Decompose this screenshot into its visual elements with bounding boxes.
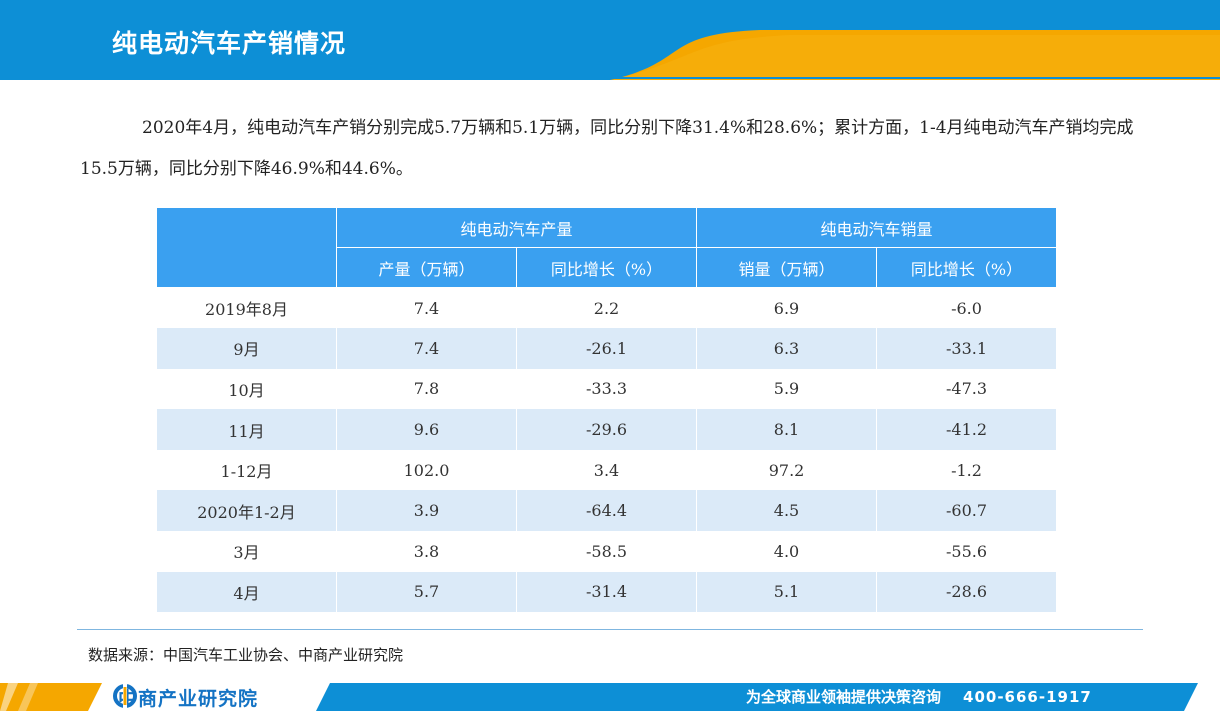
corner-header-cell (156, 207, 337, 288)
col-header-production: 产量（万辆） (336, 247, 517, 288)
intro-paragraph: 2020年4月，纯电动汽车产销分别完成5.7万辆和5.1万辆，同比分别下降31.… (80, 118, 1134, 179)
page-header: 纯电动汽车产销情况 (0, 0, 1220, 80)
production-yoy-cell: 3.4 (515, 449, 698, 491)
production-yoy-cell: -31.4 (515, 571, 698, 613)
header-banner-shape (0, 0, 1220, 80)
contact-phone: 400-666-1917 (963, 688, 1092, 706)
period-cell: 10月 (156, 368, 337, 410)
sales-cell: 5.1 (696, 571, 878, 613)
production-yoy-cell: -58.5 (515, 531, 698, 572)
sales-yoy-cell: -47.3 (876, 368, 1058, 410)
sales-cell: 4.5 (696, 490, 878, 532)
period-cell: 1-12月 (156, 449, 337, 491)
period-cell: 4月 (156, 571, 337, 613)
production-cell: 9.6 (336, 409, 517, 450)
table-row: 9月 7.4 -26.1 6.3 -33.1 (156, 328, 1058, 369)
sales-cell: 4.0 (696, 531, 878, 572)
logo-text: 中商产业研究院 (118, 687, 259, 710)
production-yoy-cell: -33.3 (515, 368, 698, 410)
table-row: 1-12月 102.0 3.4 97.2 -1.2 (156, 449, 1058, 491)
table-row: 2019年8月 7.4 2.2 6.9 -6.0 (156, 287, 1058, 329)
period-cell: 9月 (156, 328, 337, 369)
company-logo: 中商产业研究院 (112, 684, 258, 710)
logo-mark-icon (113, 684, 137, 708)
group-header-sales: 纯电动汽车销量 (696, 207, 1058, 248)
sales-yoy-cell: -41.2 (876, 409, 1058, 450)
period-cell: 2020年1-2月 (156, 490, 337, 532)
group-header-production: 纯电动汽车产量 (335, 207, 698, 248)
table-row: 10月 7.8 -33.3 5.9 -47.3 (156, 368, 1058, 410)
table-row: 4月 5.7 -31.4 5.1 -28.6 (156, 571, 1058, 613)
production-cell: 7.4 (336, 287, 517, 329)
sales-cell: 8.1 (696, 409, 878, 450)
sales-yoy-cell: -6.0 (876, 287, 1058, 329)
period-cell: 11月 (156, 409, 337, 450)
production-yoy-cell: -26.1 (515, 328, 698, 369)
sales-cell: 6.9 (696, 287, 878, 329)
production-cell: 7.4 (336, 328, 517, 369)
table-row: 3月 3.8 -58.5 4.0 -55.6 (156, 531, 1058, 572)
production-cell: 3.8 (336, 531, 517, 572)
source-divider (77, 629, 1143, 630)
production-sales-table: 纯电动汽车产量 纯电动汽车销量 产量（万辆） 同比增长（%） 销量（万辆） 同比… (156, 207, 1058, 613)
sales-yoy-cell: -1.2 (876, 449, 1058, 491)
period-cell: 2019年8月 (156, 287, 337, 329)
sales-cell: 6.3 (696, 328, 878, 369)
table-row: 11月 9.6 -29.6 8.1 -41.2 (156, 409, 1058, 450)
data-source-note: 数据来源：中国汽车工业协会、中商产业研究院 (88, 646, 404, 664)
production-yoy-cell: -29.6 (515, 409, 698, 450)
footer-slogan: 为全球商业领袖提供决策咨询 400-666-1917 (746, 686, 1092, 707)
sales-yoy-cell: -33.1 (876, 328, 1058, 369)
production-yoy-cell: -64.4 (515, 490, 698, 532)
sales-yoy-cell: -55.6 (876, 531, 1058, 572)
period-cell: 3月 (156, 531, 337, 572)
sales-cell: 97.2 (696, 449, 878, 491)
production-cell: 102.0 (336, 449, 517, 491)
production-cell: 5.7 (336, 571, 517, 613)
sales-cell: 5.9 (696, 368, 878, 410)
page-title: 纯电动汽车产销情况 (112, 29, 347, 58)
sales-yoy-cell: -28.6 (876, 571, 1058, 613)
production-cell: 7.8 (336, 368, 517, 410)
table-row: 2020年1-2月 3.9 -64.4 4.5 -60.7 (156, 490, 1058, 532)
col-header-sales: 销量（万辆） (696, 247, 878, 288)
footer-banner-shape (0, 683, 1198, 711)
page-footer: 中商产业研究院 为全球商业领袖提供决策咨询 400-666-1917 (0, 683, 1220, 711)
col-header-production-yoy: 同比增长（%） (515, 247, 698, 288)
slogan-text: 为全球商业领袖提供决策咨询 (746, 688, 942, 706)
sales-yoy-cell: -60.7 (876, 490, 1058, 532)
production-cell: 3.9 (336, 490, 517, 532)
production-yoy-cell: 2.2 (515, 287, 698, 329)
col-header-sales-yoy: 同比增长（%） (876, 247, 1058, 288)
